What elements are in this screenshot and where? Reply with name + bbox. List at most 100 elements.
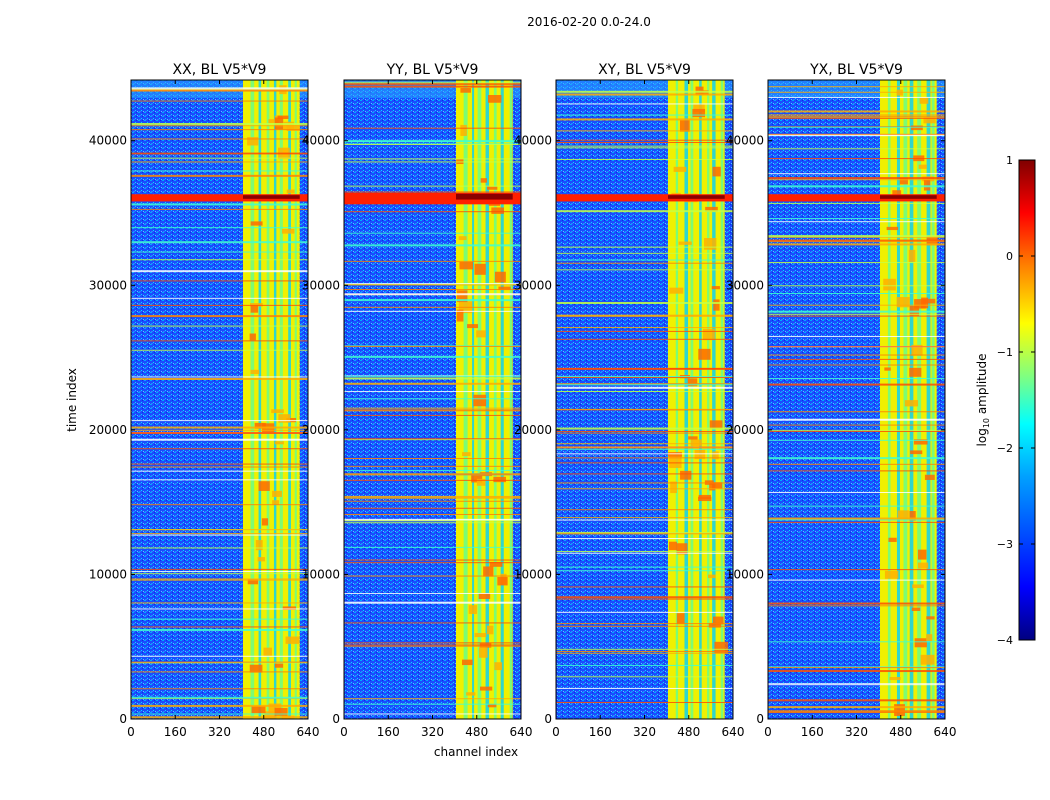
- rfi-blob: [274, 441, 284, 445]
- rfi-line: [556, 596, 733, 599]
- rfi-line: [344, 513, 521, 515]
- y-tick-label: 0: [544, 712, 552, 726]
- rfi-line: [344, 414, 521, 416]
- colorbar-tick-label: −4: [997, 634, 1013, 647]
- y-tick-label: 40000: [89, 134, 127, 148]
- rfi-line: [556, 158, 733, 160]
- rfi-line: [131, 628, 308, 631]
- y-tick-label: 30000: [89, 278, 127, 292]
- rfi-blob: [889, 676, 901, 681]
- rfi-line: [768, 114, 945, 116]
- y-tick-label: 0: [332, 712, 340, 726]
- rfi-line: [131, 349, 308, 351]
- rfi-blob: [914, 638, 927, 648]
- rfi-line: [556, 103, 733, 105]
- rfi-blob: [917, 549, 927, 560]
- x-tick-label: 0: [127, 725, 135, 739]
- rfi-line: [131, 377, 308, 380]
- rfi-line: [768, 378, 945, 380]
- rfi-line: [556, 431, 733, 433]
- rfi-line: [131, 259, 308, 261]
- rfi-line: [768, 517, 945, 520]
- rfi-line: [556, 453, 733, 455]
- x-tick-label: 320: [845, 725, 868, 739]
- rfi-line: [556, 532, 733, 534]
- rfi-line: [131, 426, 308, 429]
- rfi-line: [768, 439, 945, 441]
- rfi-line: [344, 496, 521, 499]
- panel-title: YY, BL V5*V9: [386, 62, 479, 78]
- x-axis-label: channel index: [434, 745, 518, 759]
- rfi-blob: [257, 557, 265, 562]
- rfi-line: [131, 270, 308, 273]
- rfi-blob: [883, 278, 896, 291]
- rfi-line: [556, 262, 733, 264]
- channel-stripe: [909, 80, 914, 719]
- rfi-line: [768, 293, 945, 295]
- rfi-line: [344, 713, 521, 715]
- rfi-line: [131, 713, 308, 715]
- rfi-blob: [926, 616, 935, 620]
- rfi-line: [556, 338, 733, 340]
- rfi-line: [768, 457, 945, 460]
- rfi-line: [768, 310, 945, 313]
- rfi-blob: [258, 481, 270, 491]
- rfi-blob: [899, 177, 908, 185]
- rfi-line: [556, 676, 733, 678]
- rfi-line: [344, 260, 521, 262]
- y-tick-label: 20000: [514, 423, 552, 437]
- rfi-line: [768, 424, 945, 426]
- rfi-blob: [679, 120, 690, 132]
- x-tick-label: 0: [552, 725, 560, 739]
- rfi-blob: [711, 286, 720, 290]
- channel-stripe: [500, 80, 504, 719]
- rfi-line: [344, 479, 521, 481]
- rfi-line: [556, 383, 733, 385]
- rfi-line: [556, 586, 733, 588]
- rfi-blob: [478, 593, 491, 599]
- rfi-line: [131, 662, 308, 664]
- y-tick-label: 10000: [89, 567, 127, 581]
- x-tick-label: 640: [934, 725, 957, 739]
- rfi-line: [344, 191, 521, 193]
- rfi-line: [344, 382, 521, 385]
- rfi-blob: [702, 328, 715, 341]
- rfi-line: [768, 313, 945, 315]
- rfi-line: [344, 139, 521, 141]
- rfi-blob: [483, 566, 494, 577]
- channel-stripe: [720, 80, 724, 719]
- rfi-blob: [488, 95, 502, 103]
- rfi-blob: [461, 659, 473, 666]
- rfi-line: [344, 465, 521, 467]
- rfi-line: [131, 661, 308, 663]
- rfi-line: [556, 652, 733, 654]
- x-tick-label: 320: [633, 725, 656, 739]
- rfi-line: [556, 443, 733, 445]
- rfi-line: [556, 650, 733, 652]
- x-tick-label: 0: [764, 725, 772, 739]
- x-tick-label: 640: [297, 725, 320, 739]
- rfi-line: [768, 236, 945, 238]
- rfi-line: [131, 571, 308, 573]
- x-tick-label: 320: [208, 725, 231, 739]
- rfi-blob: [888, 537, 897, 542]
- rfi-line: [344, 518, 521, 521]
- rfi-line: [131, 573, 308, 575]
- x-tick-label: 160: [801, 725, 824, 739]
- rfi-line: [556, 367, 733, 370]
- colorbar-label-prefix: log: [975, 428, 989, 446]
- x-tick-label: 160: [377, 725, 400, 739]
- rfi-line: [768, 91, 945, 93]
- rfi-line: [344, 127, 521, 129]
- rfi-line: [131, 280, 308, 282]
- rfi-line: [131, 479, 308, 481]
- rfi-blob: [474, 632, 487, 638]
- rfi-line: [768, 243, 945, 246]
- rfi-line: [556, 427, 733, 430]
- saturated-band-core: [243, 195, 300, 199]
- channel-stripe: [463, 80, 468, 719]
- rfi-blob: [918, 164, 927, 169]
- channel-stripe: [903, 80, 908, 719]
- rfi-blob: [277, 115, 289, 120]
- rfi-blob: [255, 540, 263, 551]
